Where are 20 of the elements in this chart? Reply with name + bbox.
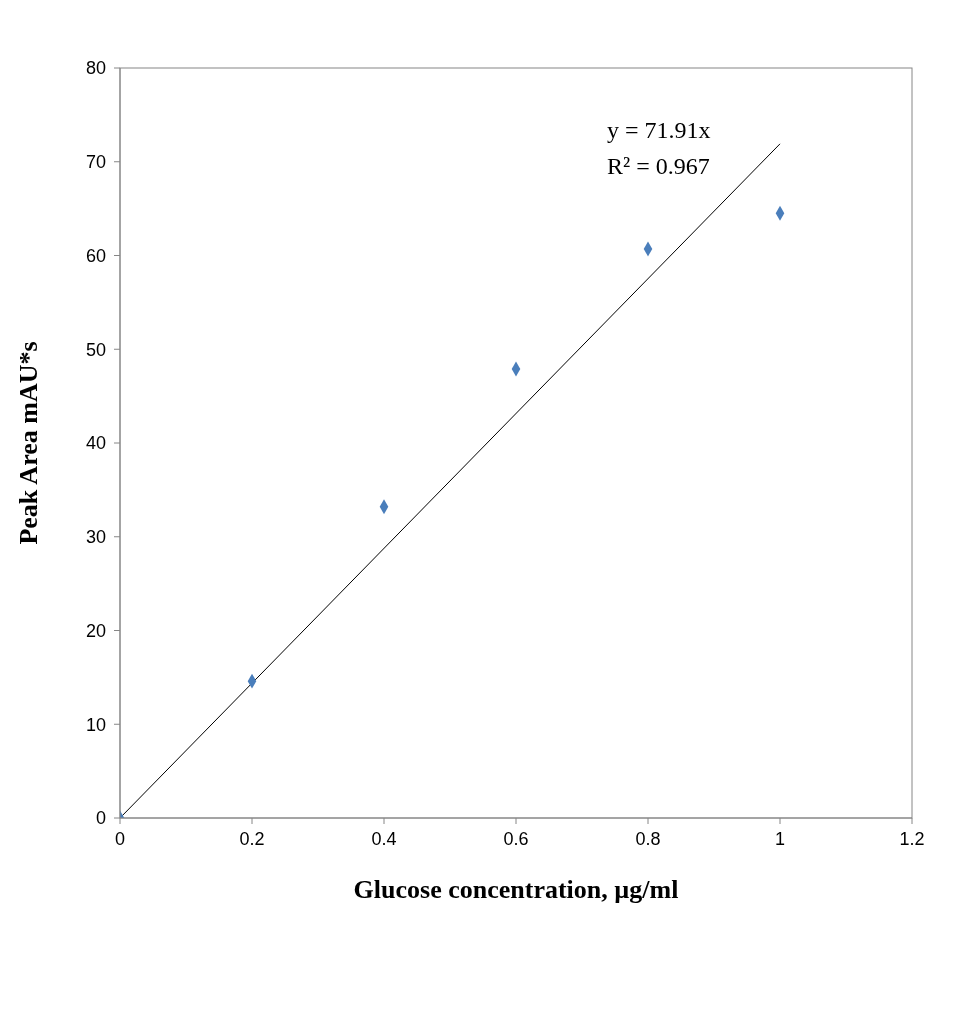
y-tick-label: 40	[85, 433, 106, 454]
annotation: R² = 0.967	[607, 153, 710, 179]
y-tick-label: 80	[85, 58, 106, 79]
y-tick-label: 0	[95, 808, 106, 829]
x-tick-label: 1.2	[899, 828, 925, 849]
y-axis-title: Peak Area mAU*s	[14, 341, 44, 545]
y-tick-label: 20	[85, 620, 106, 641]
x-tick-label: 0	[114, 828, 126, 849]
x-tick-label: 0.4	[371, 828, 397, 849]
y-tick-label: 50	[85, 339, 106, 360]
x-tick-label: 0.8	[635, 828, 661, 849]
y-tick-label: 70	[85, 152, 106, 173]
x-tick-label: 0.2	[239, 828, 265, 849]
y-tick-label: 60	[85, 245, 106, 266]
annotation: y = 71.91x	[607, 117, 711, 143]
y-tick-label: 10	[85, 714, 106, 735]
y-tick-label: 30	[85, 527, 106, 548]
x-tick-label: 0.6	[503, 828, 529, 849]
x-tick-label: 1	[774, 828, 786, 849]
x-axis-title: Glucose concentration, µg/ml	[353, 875, 679, 904]
